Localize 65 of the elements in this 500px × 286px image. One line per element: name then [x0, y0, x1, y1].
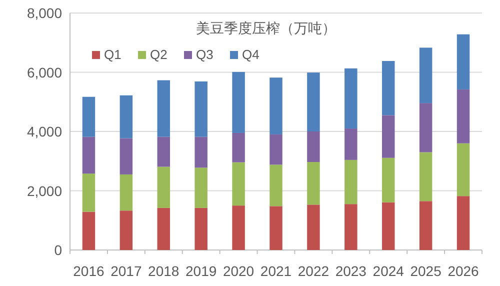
bar — [344, 68, 358, 129]
bar — [419, 152, 432, 202]
bar — [82, 174, 96, 212]
x-tick-label: 2026 — [448, 263, 480, 279]
legend-label: Q1 — [104, 47, 122, 62]
x-tick-label: 2023 — [335, 263, 367, 279]
bar — [120, 95, 133, 138]
bar — [270, 134, 282, 165]
bar — [270, 78, 282, 134]
bar — [419, 103, 432, 152]
x-tick-label: 2022 — [298, 263, 330, 279]
bar — [232, 162, 245, 206]
bar — [120, 174, 133, 211]
bar — [120, 138, 133, 174]
bar — [307, 132, 320, 162]
x-tick-label: 2018 — [148, 263, 180, 279]
bar — [194, 81, 208, 137]
legend-label: Q2 — [150, 47, 168, 62]
bar — [382, 115, 395, 158]
bar — [307, 162, 320, 205]
bar — [157, 80, 170, 137]
bar — [157, 166, 170, 208]
bar — [344, 160, 358, 204]
bar — [344, 204, 358, 250]
x-tick-label: 2017 — [110, 263, 142, 279]
bar — [120, 210, 133, 250]
bar — [419, 201, 432, 250]
bar — [344, 128, 358, 160]
bar — [270, 206, 282, 250]
y-tick-label: 8,000 — [26, 5, 62, 21]
bar — [382, 158, 395, 202]
bar — [382, 60, 395, 116]
bar — [232, 72, 245, 133]
bar — [82, 136, 96, 174]
bar — [456, 143, 470, 196]
bar — [82, 212, 96, 250]
y-tick-label: 2,000 — [26, 182, 62, 199]
bar — [194, 168, 208, 208]
bar — [232, 206, 245, 250]
x-tick-label: 2019 — [186, 263, 217, 279]
bar — [456, 89, 470, 144]
bar — [307, 204, 320, 250]
x-tick-label: 2020 — [222, 263, 254, 279]
x-tick-label: 2025 — [410, 263, 442, 279]
bar — [232, 132, 245, 162]
bar — [456, 34, 470, 90]
bar — [157, 136, 170, 167]
bar — [382, 202, 395, 250]
bar — [194, 136, 208, 168]
bar — [456, 196, 470, 250]
y-tick-label: 4,000 — [26, 124, 62, 140]
bar — [194, 208, 208, 250]
text: 美豆季度压榨（万吨） — [196, 20, 336, 36]
bar — [157, 208, 170, 250]
x-tick-label: 2021 — [260, 263, 292, 279]
y-tick-label: 6,000 — [26, 64, 62, 80]
bar — [307, 72, 320, 132]
bar — [270, 164, 282, 206]
y-tick-label: 0 — [54, 242, 62, 258]
x-tick-label: 2016 — [73, 263, 105, 279]
x-tick-label: 2024 — [372, 263, 404, 279]
bar — [419, 48, 432, 104]
legend-label: Q3 — [196, 47, 214, 62]
legend-label: Q4 — [242, 47, 260, 62]
bar — [82, 96, 96, 137]
